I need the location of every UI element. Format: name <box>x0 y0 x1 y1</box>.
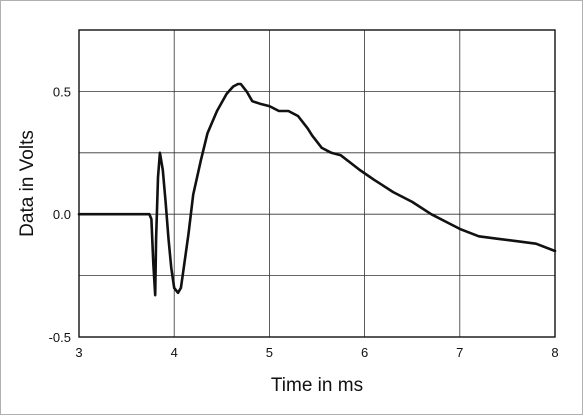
x-tick-label: 7 <box>456 345 463 360</box>
x-tick-label: 3 <box>75 345 82 360</box>
plot-area <box>78 29 556 338</box>
y-axis-title: Data in Volts <box>17 130 38 237</box>
y-tick-label: -0.5 <box>49 330 71 345</box>
x-tick-label: 4 <box>171 345 178 360</box>
x-tick-label: 6 <box>361 345 368 360</box>
x-axis: 3 4 5 6 7 8 <box>75 345 558 360</box>
y-tick-label: 0.0 <box>53 207 71 222</box>
x-tick-label: 5 <box>266 345 273 360</box>
x-tick-label: 8 <box>551 345 558 360</box>
y-tick-label: 0.5 <box>53 84 71 99</box>
series-line <box>77 82 557 297</box>
y-axis: -0.5 0.0 0.5 <box>49 84 71 345</box>
x-axis-title: Time in ms <box>271 375 363 396</box>
grid <box>78 29 556 338</box>
